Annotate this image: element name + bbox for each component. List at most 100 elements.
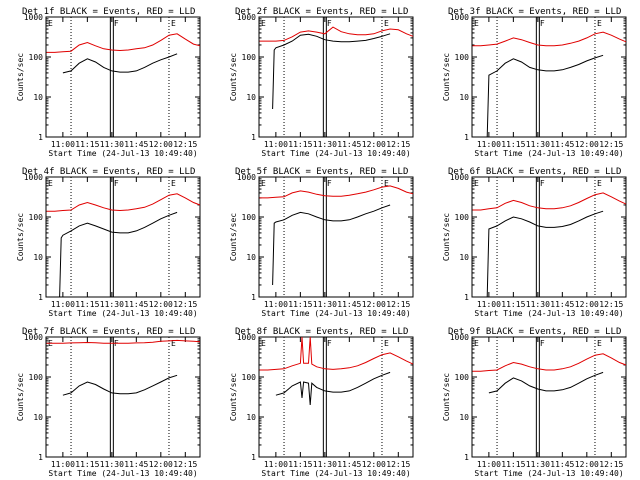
panel-title: Det 7f BLACK = Events, RED = LLD <box>22 327 195 337</box>
x-tick-label: 11:15 <box>75 140 99 149</box>
x-tick-label: 12:00 <box>362 140 386 149</box>
x-tick-label: 11:45 <box>124 300 148 309</box>
x-tick-label: 11:30 <box>100 140 124 149</box>
x-tick-label: 12:15 <box>173 300 197 309</box>
lld-series-line <box>46 193 201 212</box>
lld-series-line <box>46 339 201 344</box>
x-tick-label: 12:15 <box>386 300 410 309</box>
x-tick-label: 12:00 <box>575 460 599 469</box>
plot-frame <box>471 16 627 138</box>
panel-title: Det 3f BLACK = Events, RED = LLD <box>448 7 621 17</box>
x-tick-label: 11:15 <box>501 300 525 309</box>
detector-panel: Det 9f BLACK = Events, RED = LLD 1 10 100 10… <box>442 327 627 478</box>
detector-panel: Det 1f BLACK = Events, RED = LLD 1 10 100 10… <box>16 7 201 158</box>
marker-label: E <box>261 19 266 28</box>
x-tick-label: 12:00 <box>575 300 599 309</box>
y-axis-label: Counts/sec <box>16 213 25 261</box>
plot-frame <box>258 336 414 458</box>
x-tick-label: 11:30 <box>526 140 550 149</box>
x-tick-label: 11:15 <box>75 460 99 469</box>
marker-label: E <box>171 19 176 28</box>
x-axis-label: Start Time (24-Jul-13 10:49:40) <box>261 149 410 158</box>
x-tick-label: 12:00 <box>149 140 173 149</box>
y-tick-label: 1 <box>464 293 469 302</box>
plot-frame <box>258 16 414 138</box>
marker-label: F <box>114 179 119 188</box>
plot-frame <box>471 176 627 298</box>
x-tick-label: 11:15 <box>501 460 525 469</box>
x-tick-label: 11:30 <box>313 460 337 469</box>
x-tick-label: 11:30 <box>313 140 337 149</box>
y-tick-label: 10 <box>33 253 43 262</box>
y-tick-label: 1 <box>38 293 43 302</box>
x-tick-label: 11:00 <box>477 460 501 469</box>
y-tick-label: 10 <box>33 413 43 422</box>
marker-label: F <box>327 179 332 188</box>
marker-label: E <box>171 339 176 348</box>
y-axis-label: Counts/sec <box>442 53 451 101</box>
x-axis-label: Start Time (24-Jul-13 10:49:40) <box>474 309 623 318</box>
lld-series-line <box>472 31 627 47</box>
x-tick-label: 12:00 <box>575 140 599 149</box>
x-tick-label: 11:30 <box>526 300 550 309</box>
detector-panel: Det 4f BLACK = Events, RED = LLD 1 10 100 10… <box>16 167 201 318</box>
lld-series-line <box>259 26 414 42</box>
y-tick-label: 100 <box>29 53 44 62</box>
x-tick-label: 11:45 <box>124 460 148 469</box>
y-tick-label: 100 <box>29 373 44 382</box>
x-tick-label: 12:15 <box>599 140 623 149</box>
x-tick-label: 12:00 <box>362 460 386 469</box>
events-series-line <box>488 371 604 394</box>
x-tick-label: 11:15 <box>288 140 312 149</box>
x-axis-label: Start Time (24-Jul-13 10:49:40) <box>261 469 410 478</box>
marker-label: E <box>597 19 602 28</box>
y-tick-label: 10 <box>246 253 256 262</box>
marker-label: E <box>474 339 479 348</box>
y-axis-label: Counts/sec <box>442 213 451 261</box>
x-tick-label: 11:00 <box>264 460 288 469</box>
x-tick-label: 11:45 <box>550 300 574 309</box>
y-tick-label: 1 <box>464 453 469 462</box>
x-tick-label: 11:00 <box>51 460 75 469</box>
x-tick-label: 11:15 <box>75 300 99 309</box>
marker-label: F <box>540 339 545 348</box>
marker-label: E <box>474 179 479 188</box>
detector-panel: Det 7f BLACK = Events, RED = LLD 1 10 100 10… <box>16 327 201 478</box>
marker-label: E <box>261 339 266 348</box>
x-tick-label: 12:00 <box>149 460 173 469</box>
lld-series-line <box>259 336 414 371</box>
x-tick-label: 11:45 <box>550 460 574 469</box>
marker-label: F <box>327 339 332 348</box>
marker-label: F <box>540 19 545 28</box>
panel-title: Det 6f BLACK = Events, RED = LLD <box>448 167 621 177</box>
x-tick-label: 12:15 <box>599 460 623 469</box>
y-tick-label: 1000 <box>450 13 469 22</box>
y-axis-label: Counts/sec <box>229 373 238 421</box>
marker-label: E <box>261 179 266 188</box>
marker-label: E <box>171 179 176 188</box>
x-tick-label: 11:45 <box>550 140 574 149</box>
y-tick-label: 1000 <box>24 333 43 342</box>
panel-title: Det 5f BLACK = Events, RED = LLD <box>235 167 408 177</box>
x-axis-label: Start Time (24-Jul-13 10:49:40) <box>48 309 197 318</box>
y-tick-label: 1000 <box>24 173 43 182</box>
panel-title: Det 8f BLACK = Events, RED = LLD <box>235 327 408 337</box>
detector-panel: Det 5f BLACK = Events, RED = LLD 1 10 100 10… <box>229 167 414 318</box>
marker-label: F <box>540 179 545 188</box>
x-tick-label: 12:15 <box>386 140 410 149</box>
detector-panel: Det 3f BLACK = Events, RED = LLD 1 10 100 10… <box>442 7 627 158</box>
y-tick-label: 10 <box>33 93 43 102</box>
events-series-line <box>62 53 178 74</box>
plot-frame <box>258 176 414 298</box>
events-series-line <box>62 374 178 396</box>
x-axis-label: Start Time (24-Jul-13 10:49:40) <box>48 469 197 478</box>
x-tick-label: 11:45 <box>337 460 361 469</box>
panel-title: Det 1f BLACK = Events, RED = LLD <box>22 7 195 17</box>
panel-title: Det 9f BLACK = Events, RED = LLD <box>448 327 621 337</box>
y-axis-label: Counts/sec <box>16 373 25 421</box>
events-series-line <box>272 33 391 110</box>
marker-label: E <box>48 19 53 28</box>
y-tick-label: 1000 <box>450 333 469 342</box>
y-tick-label: 1000 <box>237 333 256 342</box>
